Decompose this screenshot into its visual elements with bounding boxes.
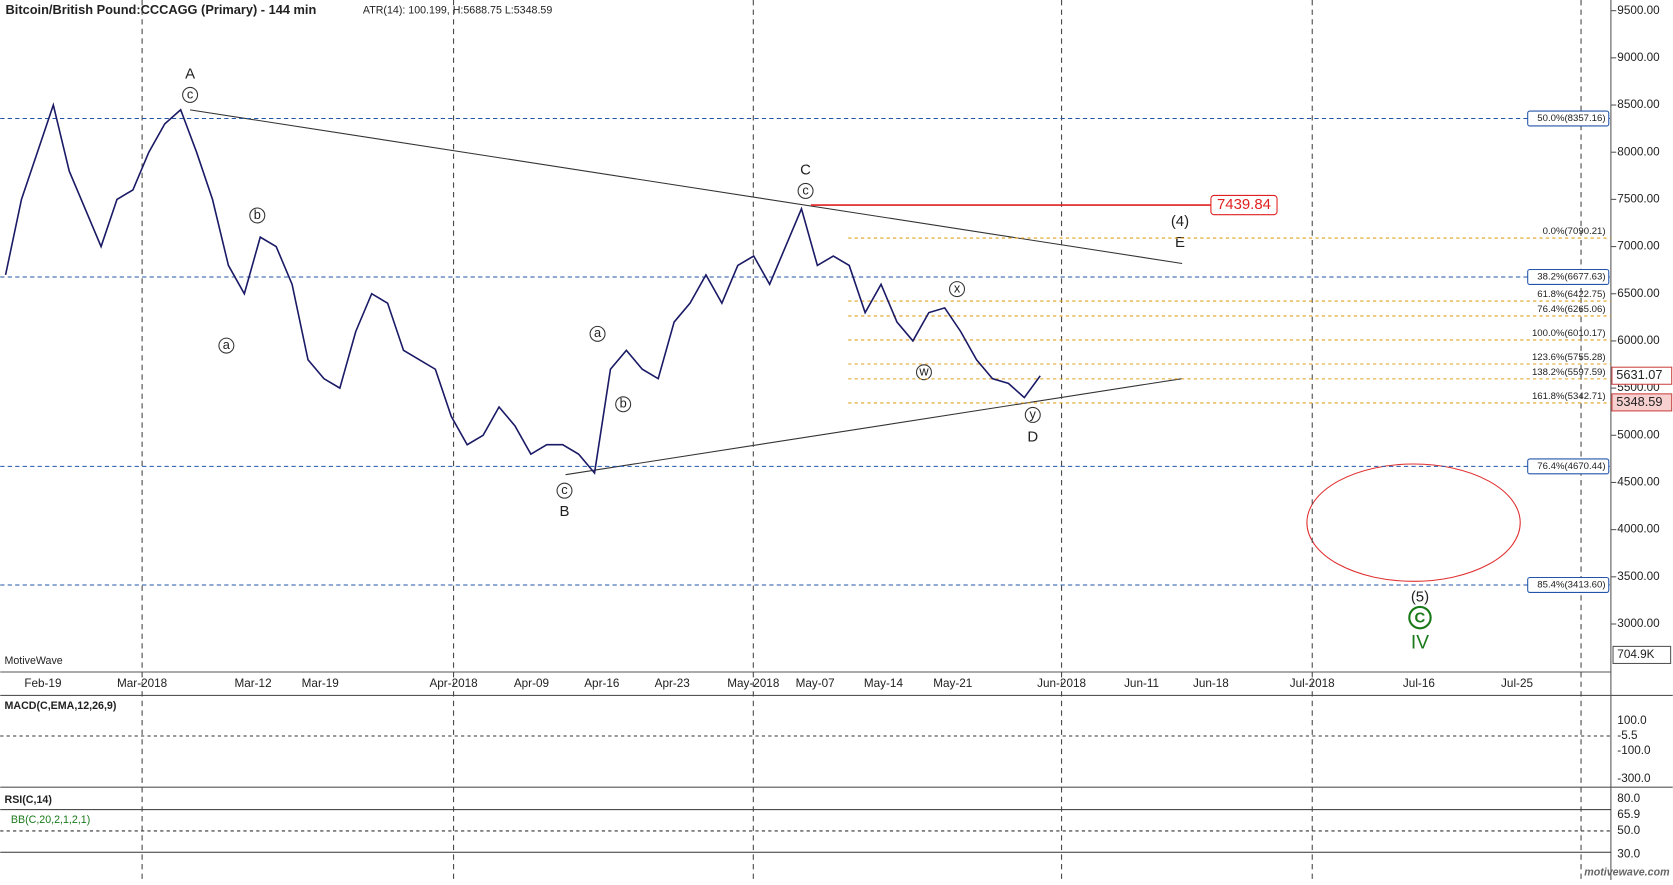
target-zone — [1306, 463, 1521, 582]
x-tick-label: May-07 — [796, 677, 835, 690]
y-tick-label: 3500.00 — [1617, 570, 1660, 583]
rsi-tick: 30.0 — [1617, 847, 1640, 860]
y-tick-label: 4000.00 — [1617, 523, 1660, 536]
wave-label: C — [800, 162, 811, 179]
x-tick-label: Jun-11 — [1124, 677, 1159, 690]
price-tag-label: 5348.59 — [1616, 394, 1662, 409]
level-label: 50.0%(8357.16) — [1537, 113, 1605, 124]
wave-label: b — [254, 207, 261, 222]
chart-title: Bitcoin/British Pound:CCCAGG (Primary) -… — [6, 2, 317, 17]
watermark: MotiveWave — [5, 655, 63, 667]
x-tick-label: Jul-25 — [1501, 677, 1533, 690]
level-label: 138.2%(5597.59) — [1532, 367, 1606, 378]
wave-label: x — [954, 280, 961, 295]
wave-label: C — [1415, 610, 1426, 627]
macd-tick: -100.0 — [1617, 744, 1651, 757]
price-tag — [1611, 366, 1673, 385]
macd-tick: 100.0 — [1617, 714, 1647, 727]
level-label: 161.8%(5342.71) — [1532, 391, 1606, 402]
level-box — [1527, 110, 1610, 127]
x-tick-label: Apr-23 — [655, 677, 690, 690]
wave-label: c — [561, 482, 568, 497]
wave-label: A — [185, 66, 195, 83]
wave-label: a — [223, 337, 231, 352]
rsi-title: RSI(C,14) — [5, 794, 53, 806]
wave-label: (4) — [1171, 213, 1189, 230]
x-tick-label: Feb-19 — [24, 677, 61, 690]
stats: ATR(14): 100.199, H:5688.75 L:5348.59 — [363, 4, 552, 16]
level-box — [1527, 458, 1610, 475]
x-tick-label: Apr-09 — [514, 677, 549, 690]
y-tick-label: 9500.00 — [1617, 4, 1660, 17]
level-label: 61.8%(6422.75) — [1537, 289, 1605, 300]
y-tick-label: 3000.00 — [1617, 617, 1660, 630]
y-tick-label: 6000.00 — [1617, 334, 1660, 347]
wave-label: D — [1027, 428, 1038, 445]
y-tick-label: 8000.00 — [1617, 145, 1660, 158]
level-box — [1527, 268, 1610, 285]
y-tick-label: 7000.00 — [1617, 240, 1660, 253]
target-box — [1210, 194, 1278, 216]
level-label: 76.4%(4670.44) — [1537, 461, 1605, 472]
x-tick-label: Mar-19 — [302, 677, 339, 690]
y-tick-label: 5000.00 — [1617, 428, 1660, 441]
wave-label: c — [802, 182, 809, 197]
wave-label: y — [1030, 406, 1037, 421]
macd-tick: -5.5 — [1617, 729, 1638, 742]
y-tick-label: 6500.00 — [1617, 287, 1660, 300]
y-tick-label: 4500.00 — [1617, 476, 1660, 489]
x-tick-label: Jun-18 — [1193, 677, 1229, 690]
y-tick-label: 8500.00 — [1617, 98, 1660, 111]
level-label: 85.4%(3413.60) — [1537, 580, 1605, 591]
level-label: 100.0%(6010.17) — [1532, 328, 1606, 339]
wave-label: IV — [1411, 632, 1429, 653]
wave-label: c — [187, 86, 194, 101]
footer: motivewave.com — [1584, 866, 1670, 878]
wave-label: (5) — [1411, 588, 1429, 605]
level-label: 123.6%(5755.28) — [1532, 352, 1606, 363]
bb-title: BB(C,20,2,1,2,1) — [11, 814, 90, 826]
volume-label: 704.9K — [1617, 648, 1654, 661]
level-label: 0.0%(7090.21) — [1543, 226, 1606, 237]
wave-label: w — [918, 364, 929, 379]
x-tick-label: Jul-16 — [1403, 677, 1435, 690]
price-tag-label: 5631.07 — [1616, 367, 1662, 382]
wave-label: a — [594, 325, 602, 340]
level-label: 76.4%(6265.06) — [1537, 304, 1605, 315]
wave-label: b — [620, 396, 627, 411]
trend-line — [565, 378, 1183, 476]
rsi-tick: 80.0 — [1617, 792, 1640, 805]
x-tick-label: May-21 — [933, 677, 972, 690]
wave-label: B — [560, 503, 570, 520]
macd-title: MACD(C,EMA,12,26,9) — [5, 700, 117, 712]
rsi-tick: 50.0 — [1617, 824, 1640, 837]
rsi-tick: 65.9 — [1617, 808, 1640, 821]
level-label: 38.2%(6677.63) — [1537, 272, 1605, 283]
y-tick-label: 9000.00 — [1617, 51, 1660, 64]
macd-tick: -300.0 — [1617, 772, 1651, 785]
price-line — [4, 102, 1041, 475]
price-tag — [1611, 393, 1673, 412]
x-tick-label: May-14 — [864, 677, 904, 690]
level-box — [1527, 576, 1610, 593]
wave-label: E — [1175, 234, 1185, 251]
wave-labels: A c b a c B a b C c x w y D (4) E (5) C … — [182, 66, 1432, 653]
y-tick-label: 7500.00 — [1617, 192, 1660, 205]
target-label: 7439.84 — [1217, 196, 1271, 213]
volume-tag — [1612, 645, 1672, 664]
x-tick-label: Mar-12 — [234, 677, 271, 690]
x-tick-label: Apr-16 — [584, 677, 619, 690]
